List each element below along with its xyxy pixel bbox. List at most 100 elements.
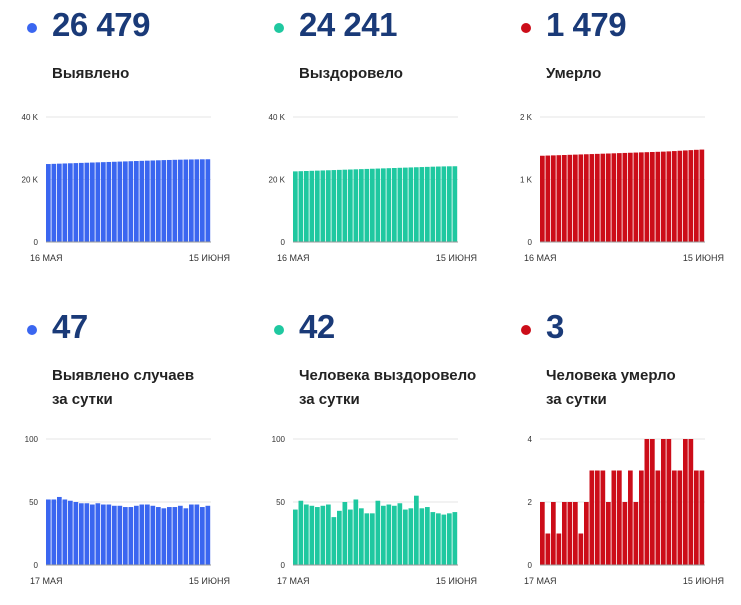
bar (150, 160, 156, 242)
bar (622, 502, 628, 565)
bar (595, 153, 600, 242)
bar (46, 499, 51, 565)
bar (403, 167, 408, 242)
y-tick-label: 0 (528, 238, 533, 247)
bar (562, 155, 567, 242)
bar (101, 504, 106, 565)
bar (370, 513, 375, 565)
bar (95, 503, 101, 565)
bar (584, 154, 589, 242)
bar (699, 470, 705, 565)
bar (606, 502, 611, 565)
bar (106, 504, 112, 565)
bar (172, 507, 178, 565)
bar (595, 470, 600, 565)
bar (57, 163, 62, 242)
y-tick-label: 1 K (520, 176, 533, 185)
bar (573, 502, 578, 565)
y-tick-label: 100 (25, 435, 39, 444)
bar (666, 151, 672, 242)
y-tick-label: 40 K (22, 113, 39, 122)
bar (381, 505, 386, 565)
detected-daily-label: Выявлено случаев за сутки (52, 367, 195, 408)
bar (633, 152, 639, 242)
bar (95, 162, 101, 242)
bar (567, 502, 573, 565)
deaths-total-chart: 0 1 K 2 K 16 МАЯ 15 ИЮНЯ (520, 113, 724, 263)
recovered-daily-chart: 0 50 100 17 МАЯ 15 ИЮНЯ (272, 435, 477, 586)
bar (167, 507, 172, 565)
x-end-label: 15 ИЮНЯ (683, 253, 724, 263)
bar (622, 152, 628, 242)
bar (589, 154, 595, 242)
bar (79, 503, 84, 565)
bar (326, 170, 331, 242)
recovered-daily-value: 42 (299, 308, 335, 345)
deaths-total-value: 1 479 (546, 6, 627, 43)
bar (331, 170, 337, 242)
bar (178, 505, 183, 565)
bar (551, 155, 556, 242)
bar (397, 503, 403, 565)
bar (57, 496, 62, 565)
y-tick-label: 0 (528, 561, 533, 570)
bar (117, 161, 123, 242)
bar (134, 505, 139, 565)
detected-total-chart: 0 20 K 40 K 16 МАЯ 15 ИЮНЯ (22, 113, 230, 263)
bar (425, 166, 430, 242)
bar (694, 470, 699, 565)
bar (644, 152, 650, 242)
y-tick-label: 0 (34, 561, 39, 570)
bar (320, 505, 326, 565)
bar (62, 499, 68, 565)
bar (342, 169, 348, 242)
panel-recovered-daily: 42 Человека выздоровело за сутки 0 50 100 1… (247, 302, 494, 604)
bar (589, 470, 595, 565)
bar (73, 502, 79, 565)
y-tick-label: 2 (528, 498, 533, 507)
bar (353, 499, 359, 565)
bar (661, 151, 666, 242)
bar (545, 533, 551, 565)
bar (189, 504, 194, 565)
deaths-total-label: Умерло (546, 65, 602, 82)
bar (167, 159, 172, 242)
y-tick-label: 2 K (520, 113, 533, 122)
bar (639, 470, 644, 565)
bar (139, 504, 145, 565)
red-dot-icon (521, 23, 531, 33)
y-tick-label: 0 (281, 561, 286, 570)
bar (430, 512, 436, 565)
bar (293, 509, 298, 565)
x-end-label: 15 ИЮНЯ (189, 576, 230, 586)
bar (375, 168, 381, 242)
y-tick-label: 4 (528, 435, 533, 444)
panel-detected-total: 26 479 Выявлено 0 20 K 40 K 16 МАЯ 15 ИЮНЯ (0, 0, 247, 302)
bar (408, 508, 414, 565)
bar (392, 168, 397, 242)
recovered-total-value: 24 241 (299, 6, 397, 43)
bar (414, 167, 419, 242)
bar (200, 507, 205, 565)
x-end-label: 15 ИЮНЯ (189, 253, 230, 263)
green-dot-icon (274, 23, 284, 33)
bar (145, 160, 150, 242)
bar (364, 513, 370, 565)
bar (392, 505, 397, 565)
bar (419, 167, 425, 242)
bar (655, 151, 661, 242)
bar (309, 170, 315, 242)
bar (611, 153, 617, 242)
bar (611, 470, 617, 565)
bar (293, 171, 298, 242)
bar (189, 159, 194, 242)
bar (298, 171, 304, 242)
bar (304, 504, 309, 565)
bar (578, 154, 584, 242)
bar (172, 159, 178, 242)
bar (73, 163, 79, 242)
bar (112, 505, 117, 565)
bar (200, 159, 205, 242)
bar (683, 150, 688, 242)
bar (425, 507, 430, 565)
